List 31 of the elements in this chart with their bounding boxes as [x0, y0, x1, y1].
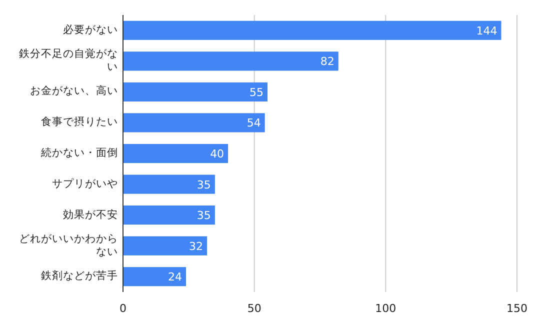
- x-tick-label: 0: [120, 302, 126, 315]
- x-tick-label: 50: [247, 302, 262, 315]
- bar: [123, 236, 208, 256]
- data-label: 82: [320, 55, 334, 68]
- bar: [123, 82, 268, 102]
- data-label: 144: [476, 24, 498, 38]
- y-tick-label: 鉄剤などが苦手: [40, 270, 118, 284]
- bar: [123, 144, 228, 164]
- y-tick-label: 続かない・面倒: [40, 147, 118, 160]
- bar: [123, 267, 186, 286]
- data-label: 32: [189, 240, 204, 253]
- data-label: 54: [246, 116, 261, 130]
- y-tick-label: 必要がない: [62, 24, 118, 37]
- y-tick-label: お金がない、高い: [29, 85, 118, 98]
- y-tick-label: サプリがいや: [51, 178, 118, 191]
- y-tick-label: 効果が不安: [62, 208, 118, 222]
- bar: [123, 20, 502, 40]
- y-tick-label: 鉄分不足の自覚がない: [18, 48, 118, 74]
- bar: [123, 174, 215, 194]
- x-tick-label: 150: [506, 302, 528, 315]
- data-label: 40: [210, 148, 224, 160]
- data-label: 35: [196, 178, 211, 192]
- y-tick-label: どれがいいかわからない: [18, 232, 118, 259]
- y-tick-label: 食事で摂りたい: [40, 116, 118, 130]
- x-tick-label: 100: [375, 302, 396, 315]
- data-label: 55: [249, 86, 264, 99]
- bar: [123, 206, 215, 225]
- bar: [123, 52, 338, 71]
- data-label: 35: [196, 209, 211, 222]
- bar: [123, 113, 265, 132]
- data-label: 24: [168, 270, 182, 284]
